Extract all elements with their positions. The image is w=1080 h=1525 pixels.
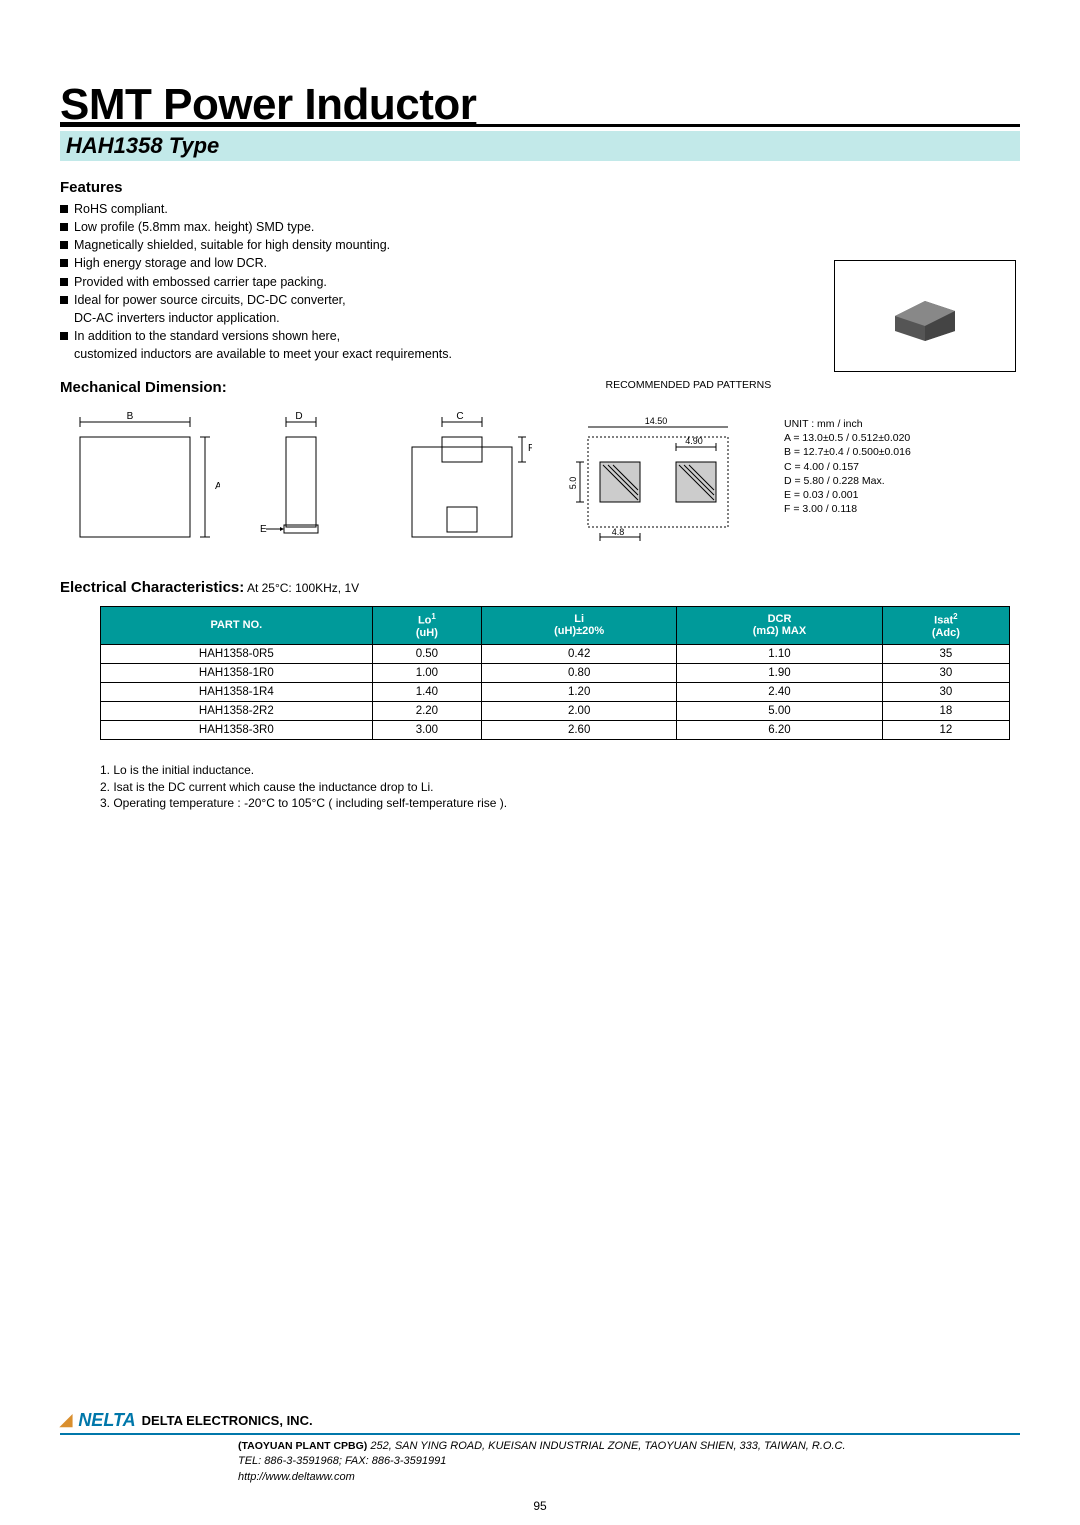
features-heading: Features	[60, 179, 1020, 196]
delta-logo: NELTA	[78, 1410, 135, 1431]
dim-b: B = 12.7±0.4 / 0.500±0.016	[784, 445, 911, 459]
elec-heading: Electrical Characteristics: At 25°C: 100…	[60, 579, 1020, 596]
table-cell: 2.40	[677, 682, 883, 701]
table-cell: 1.10	[677, 644, 883, 663]
feature-text: Provided with embossed carrier tape pack…	[74, 273, 680, 291]
table-header: Lo1(uH)	[372, 607, 482, 645]
svg-text:E: E	[260, 524, 267, 535]
footer: ◢ NELTA DELTA ELECTRONICS, INC. (TAOYUAN…	[60, 1410, 1020, 1485]
note-line: 3. Operating temperature : -20°C to 105°…	[100, 795, 1020, 812]
table-cell: 2.20	[372, 701, 482, 720]
table-cell: HAH1358-1R0	[101, 663, 373, 682]
table-cell: HAH1358-1R4	[101, 682, 373, 701]
table-cell: 30	[882, 663, 1009, 682]
svg-text:4.90: 4.90	[685, 436, 703, 446]
feature-text: Low profile (5.8mm max. height) SMD type…	[74, 218, 680, 236]
svg-text:A: A	[215, 481, 220, 492]
table-cell: 1.20	[482, 682, 677, 701]
table-header: Isat2(Adc)	[882, 607, 1009, 645]
table-cell: HAH1358-0R5	[101, 644, 373, 663]
svg-text:D: D	[295, 411, 302, 422]
dim-f: F = 3.00 / 0.118	[784, 502, 911, 516]
table-row: HAH1358-3R03.002.606.2012	[101, 720, 1010, 739]
mechanical-diagrams: B A D E C	[60, 407, 1020, 547]
table-cell: 0.50	[372, 644, 482, 663]
feature-item: Magnetically shielded, suitable for high…	[60, 236, 680, 254]
table-cell: 35	[882, 644, 1009, 663]
table-row: HAH1358-0R50.500.421.1035	[101, 644, 1010, 663]
table-cell: 1.00	[372, 663, 482, 682]
feature-text: RoHS compliant.	[74, 200, 680, 218]
table-cell: 0.80	[482, 663, 677, 682]
electrical-table: PART NO.Lo1(uH)Li(uH)±20%DCR(mΩ) MAXIsat…	[100, 606, 1010, 740]
table-cell: HAH1358-2R2	[101, 701, 373, 720]
svg-text:C: C	[456, 411, 463, 422]
feature-text: In addition to the standard versions sho…	[74, 327, 680, 363]
table-cell: 12	[882, 720, 1009, 739]
dim-e: E = 0.03 / 0.001	[784, 488, 911, 502]
table-cell: 2.60	[482, 720, 677, 739]
table-cell: 1.40	[372, 682, 482, 701]
table-cell: 30	[882, 682, 1009, 701]
notes: 1. Lo is the initial inductance.2. Isat …	[100, 762, 1020, 812]
feature-item: Provided with embossed carrier tape pack…	[60, 273, 680, 291]
table-header: Li(uH)±20%	[482, 607, 677, 645]
plant-label: (TAOYUAN PLANT CPBG)	[238, 1440, 367, 1452]
dim-a: A = 13.0±0.5 / 0.512±0.020	[784, 431, 911, 445]
bullet-icon	[60, 205, 68, 213]
table-header: PART NO.	[101, 607, 373, 645]
feature-item: Low profile (5.8mm max. height) SMD type…	[60, 218, 680, 236]
table-cell: 5.00	[677, 701, 883, 720]
svg-text:F: F	[528, 443, 532, 454]
table-header: DCR(mΩ) MAX	[677, 607, 883, 645]
dim-d: D = 5.80 / 0.228 Max.	[784, 474, 911, 488]
note-line: 2. Isat is the DC current which cause th…	[100, 779, 1020, 796]
bullet-icon	[60, 259, 68, 267]
table-cell: 18	[882, 701, 1009, 720]
company-name: DELTA ELECTRONICS, INC.	[142, 1413, 313, 1428]
dim-c: C = 4.00 / 0.157	[784, 460, 911, 474]
bullet-icon	[60, 223, 68, 231]
table-cell: 1.90	[677, 663, 883, 682]
feature-text: Ideal for power source circuits, DC-DC c…	[74, 291, 680, 327]
bullet-icon	[60, 296, 68, 304]
addr2: TEL: 886-3-3591968; FAX: 886-3-3591991	[238, 1455, 446, 1467]
feature-item: RoHS compliant.	[60, 200, 680, 218]
addr3: http://www.deltaww.com	[238, 1471, 355, 1483]
feature-item: High energy storage and low DCR.	[60, 254, 680, 272]
table-row: HAH1358-1R01.000.801.9030	[101, 663, 1010, 682]
mech-heading: Mechanical Dimension:	[60, 379, 227, 396]
note-line: 1. Lo is the initial inductance.	[100, 762, 1020, 779]
bullet-icon	[60, 278, 68, 286]
table-row: HAH1358-1R41.401.202.4030	[101, 682, 1010, 701]
feature-item: Ideal for power source circuits, DC-DC c…	[60, 291, 680, 327]
table-cell: 6.20	[677, 720, 883, 739]
rec-pad-heading: RECOMMENDED PAD PATTERNS	[357, 379, 1020, 391]
svg-text:5.0: 5.0	[568, 477, 578, 490]
addr1: 252, SAN YING ROAD, KUEISAN INDUSTRIAL Z…	[370, 1440, 845, 1452]
feature-item: In addition to the standard versions sho…	[60, 327, 680, 363]
product-image	[834, 260, 1016, 372]
page-title: SMT Power Inductor	[60, 80, 1020, 130]
page-number: 95	[533, 1499, 546, 1513]
bullet-icon	[60, 332, 68, 340]
table-row: HAH1358-2R22.202.005.0018	[101, 701, 1010, 720]
svg-text:B: B	[127, 411, 134, 422]
bullet-icon	[60, 241, 68, 249]
table-cell: 2.00	[482, 701, 677, 720]
feature-text: High energy storage and low DCR.	[74, 254, 680, 272]
table-cell: 3.00	[372, 720, 482, 739]
dimension-list: UNIT : mm / inch A = 13.0±0.5 / 0.512±0.…	[784, 417, 911, 516]
table-cell: HAH1358-3R0	[101, 720, 373, 739]
dim-unit: UNIT : mm / inch	[784, 417, 911, 431]
type-bar: HAH1358 Type	[60, 131, 1020, 161]
pad-width: 14.50	[645, 416, 668, 426]
feature-text: Magnetically shielded, suitable for high…	[74, 236, 680, 254]
table-cell: 0.42	[482, 644, 677, 663]
features-list: RoHS compliant.Low profile (5.8mm max. h…	[60, 200, 680, 363]
svg-text:4.8: 4.8	[612, 527, 625, 537]
logo-icon: ◢	[60, 1410, 72, 1430]
